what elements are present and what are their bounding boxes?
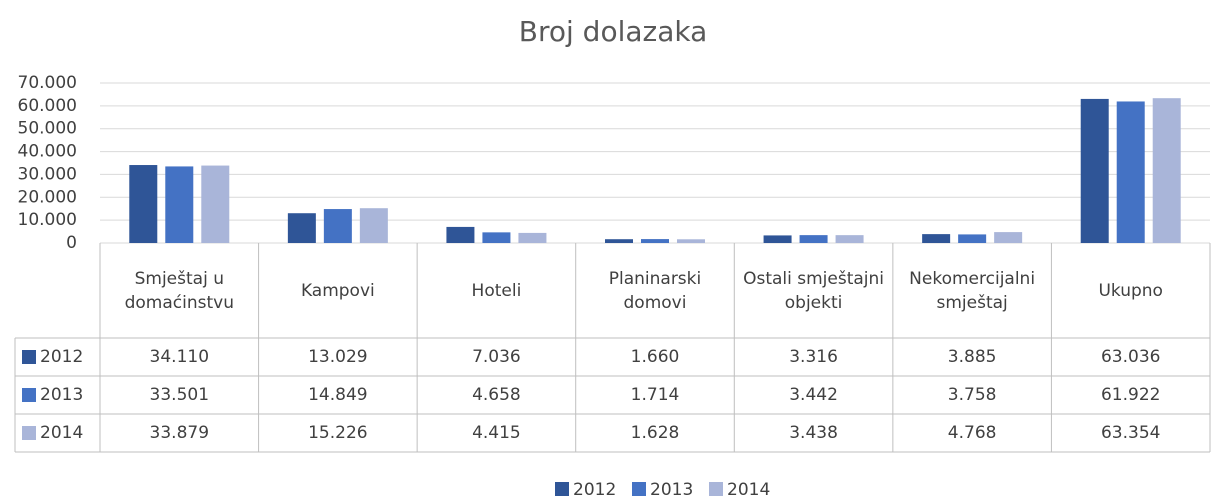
bar xyxy=(323,209,352,243)
bar xyxy=(677,239,705,243)
bar xyxy=(518,232,547,243)
y-tick-label: 60.000 xyxy=(18,96,77,116)
table-value: 7.036 xyxy=(472,347,521,367)
bar xyxy=(446,226,475,243)
bar xyxy=(641,239,669,243)
legend-key xyxy=(22,388,36,402)
legend-key xyxy=(632,482,646,496)
category-label: Ostali smještajni objekti xyxy=(743,268,885,313)
y-tick-label: 30.000 xyxy=(18,164,77,184)
bar xyxy=(1152,98,1181,243)
table-value: 3.316 xyxy=(789,347,838,367)
category-label: Ukupno xyxy=(1098,280,1163,301)
y-tick-label: 0 xyxy=(66,233,77,253)
table-value: 14.849 xyxy=(308,385,367,405)
bar xyxy=(129,165,158,243)
table-value: 63.354 xyxy=(1101,423,1160,443)
bar xyxy=(1116,101,1145,244)
bar xyxy=(835,235,864,243)
legend-label: 2012 xyxy=(573,480,616,498)
table-value: 1.628 xyxy=(631,423,680,443)
legend-key xyxy=(22,426,36,440)
table-value: 4.768 xyxy=(948,423,997,443)
y-tick-label: 40.000 xyxy=(18,142,77,162)
row-label: 2013 xyxy=(40,385,83,405)
category-label: Planinarski domovi xyxy=(608,268,702,313)
legend-key xyxy=(555,482,569,496)
chart-title: Broj dolazaka xyxy=(519,15,708,48)
category-label: Smještaj u domaćinstvu xyxy=(124,268,234,313)
bar xyxy=(605,239,633,243)
table-value: 4.415 xyxy=(472,423,521,443)
bar xyxy=(287,213,316,243)
row-label: 2014 xyxy=(40,423,83,443)
legend-label: 2013 xyxy=(650,480,693,498)
table-value: 33.501 xyxy=(150,385,209,405)
table-value: 3.438 xyxy=(789,423,838,443)
table-value: 3.442 xyxy=(789,385,838,405)
bar xyxy=(763,235,792,243)
bar xyxy=(1080,98,1109,243)
bar xyxy=(922,234,951,243)
table-value: 1.660 xyxy=(631,347,680,367)
y-tick-label: 20.000 xyxy=(18,187,77,207)
bar xyxy=(359,208,388,243)
bar xyxy=(482,232,511,243)
legend-label: 2014 xyxy=(727,480,770,498)
table-value: 33.879 xyxy=(150,423,209,443)
category-label: Kampovi xyxy=(300,280,375,301)
table-value: 1.714 xyxy=(631,385,680,405)
bar xyxy=(201,165,230,243)
legend-key xyxy=(22,350,36,364)
bar xyxy=(958,234,987,243)
table-value: 63.036 xyxy=(1101,347,1160,367)
table-value: 13.029 xyxy=(308,347,367,367)
table-value: 34.110 xyxy=(150,347,209,367)
table-value: 61.922 xyxy=(1101,385,1160,405)
y-tick-label: 10.000 xyxy=(18,210,77,230)
category-label: Nekomercijalni smještaj xyxy=(909,268,1036,313)
table-value: 3.758 xyxy=(948,385,997,405)
bar xyxy=(799,235,828,243)
y-tick-label: 50.000 xyxy=(18,119,77,139)
table-value: 4.658 xyxy=(472,385,521,405)
y-tick-label: 70.000 xyxy=(18,73,77,93)
bar xyxy=(165,166,194,243)
table-value: 3.885 xyxy=(948,347,997,367)
legend-key xyxy=(709,482,723,496)
table-value: 15.226 xyxy=(308,423,367,443)
row-label: 2012 xyxy=(40,347,83,367)
category-label: Hoteli xyxy=(471,280,522,301)
bar xyxy=(994,232,1023,243)
